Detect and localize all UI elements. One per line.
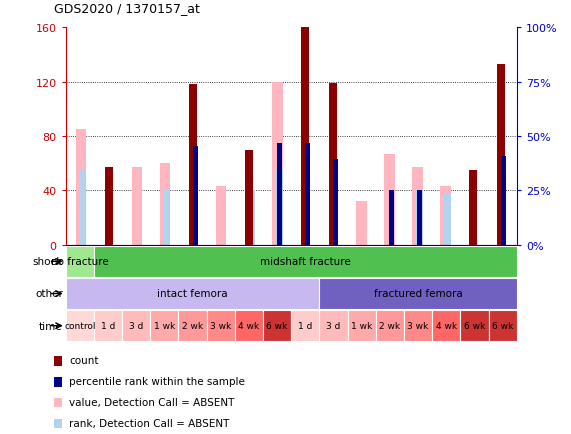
Text: 1 wk: 1 wk (154, 322, 175, 330)
Bar (356, 202, 367, 245)
Text: 4 wk: 4 wk (436, 322, 457, 330)
Bar (384, 155, 395, 245)
Bar (216, 187, 227, 245)
Text: time: time (39, 321, 63, 331)
Bar (305, 144, 310, 245)
Text: shock: shock (33, 257, 63, 266)
Bar (412, 168, 423, 245)
Text: 1 wk: 1 wk (351, 322, 372, 330)
Bar (276, 171, 283, 245)
Text: percentile rank within the sample: percentile rank within the sample (69, 376, 245, 386)
Text: count: count (69, 355, 99, 365)
Bar (444, 194, 451, 245)
Bar (193, 146, 198, 245)
Bar (417, 191, 422, 245)
Text: fractured femora: fractured femora (373, 289, 463, 299)
Bar (81, 171, 86, 245)
Text: 3 wk: 3 wk (408, 322, 429, 330)
Text: no fracture: no fracture (51, 257, 108, 266)
Bar (246, 150, 253, 245)
Text: 1 d: 1 d (298, 322, 312, 330)
Bar (160, 164, 171, 245)
Bar (277, 144, 282, 245)
Bar (497, 65, 505, 245)
Bar (164, 191, 171, 245)
Bar (333, 160, 338, 245)
Text: value, Detection Call = ABSENT: value, Detection Call = ABSENT (69, 397, 235, 407)
Text: 2 wk: 2 wk (182, 322, 203, 330)
Bar (329, 84, 337, 245)
Text: 6 wk: 6 wk (492, 322, 513, 330)
Bar (272, 82, 283, 245)
Bar (132, 168, 142, 245)
Text: intact femora: intact femora (157, 289, 228, 299)
Text: rank, Detection Call = ABSENT: rank, Detection Call = ABSENT (69, 418, 230, 428)
Text: control: control (64, 322, 95, 330)
Text: 3 d: 3 d (129, 322, 143, 330)
Bar (389, 191, 394, 245)
Text: 3 d: 3 d (326, 322, 341, 330)
Bar (248, 191, 255, 245)
Text: 6 wk: 6 wk (464, 322, 485, 330)
Text: other: other (35, 289, 63, 299)
Text: midshaft fracture: midshaft fracture (260, 257, 351, 266)
Bar (76, 130, 86, 245)
Bar (301, 28, 309, 245)
Text: 3 wk: 3 wk (210, 322, 231, 330)
Bar (501, 157, 506, 245)
Text: 1 d: 1 d (100, 322, 115, 330)
Text: 4 wk: 4 wk (238, 322, 259, 330)
Bar (189, 85, 197, 245)
Bar (105, 168, 113, 245)
Bar (440, 187, 451, 245)
Text: 2 wk: 2 wk (379, 322, 400, 330)
Text: GDS2020 / 1370157_at: GDS2020 / 1370157_at (54, 2, 200, 15)
Bar (416, 191, 423, 245)
Bar (469, 171, 477, 245)
Text: 6 wk: 6 wk (267, 322, 288, 330)
